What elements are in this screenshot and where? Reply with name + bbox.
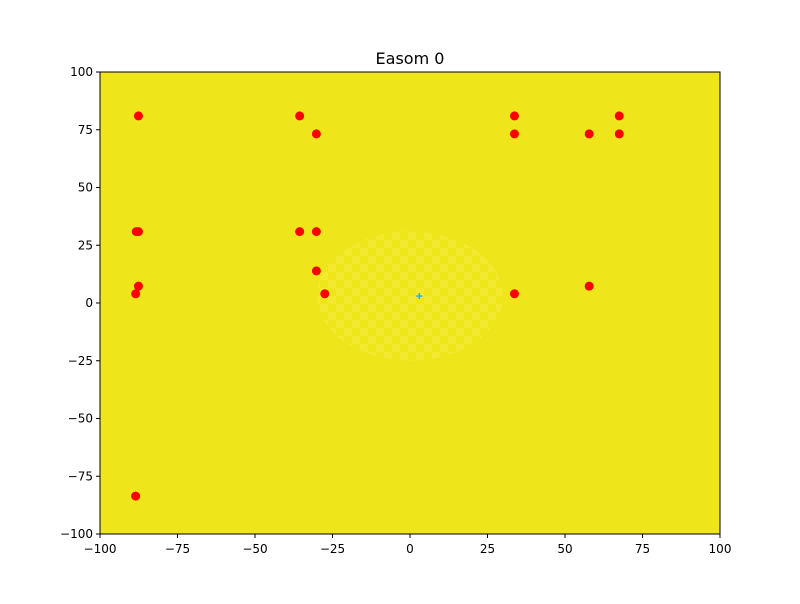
y-tick-label: −100 xyxy=(60,527,93,541)
data-point xyxy=(311,129,321,139)
data-point xyxy=(133,281,143,291)
data-point xyxy=(509,129,519,139)
data-point xyxy=(295,227,305,237)
data-point xyxy=(295,111,305,121)
data-point xyxy=(614,129,624,139)
data-point xyxy=(320,289,330,299)
ripple-region xyxy=(317,231,503,361)
data-point xyxy=(131,491,141,501)
x-tick-label: −75 xyxy=(165,542,190,556)
data-point xyxy=(311,266,321,276)
data-point xyxy=(509,289,519,299)
x-tick-label: 75 xyxy=(635,542,650,556)
x-axis: −100 −75 −50 −25 0 25 50 75 100 xyxy=(84,534,732,556)
data-point xyxy=(584,281,594,291)
data-point xyxy=(509,111,519,121)
y-tick-label: 100 xyxy=(70,65,93,79)
optimum-marker xyxy=(416,293,423,300)
data-point xyxy=(614,111,624,121)
x-tick-label: −50 xyxy=(242,542,267,556)
x-tick-label: −25 xyxy=(320,542,345,556)
y-axis: −100 −75 −50 −25 0 25 50 75 100 xyxy=(60,65,100,541)
y-tick-label: 25 xyxy=(78,238,93,252)
x-tick-label: 100 xyxy=(709,542,732,556)
x-tick-label: 25 xyxy=(480,542,495,556)
y-tick-label: −50 xyxy=(68,412,93,426)
y-tick-label: 50 xyxy=(78,181,93,195)
data-point xyxy=(311,227,321,237)
y-tick-label: 0 xyxy=(85,296,93,310)
x-tick-label: 0 xyxy=(406,542,414,556)
data-point xyxy=(133,111,143,121)
y-tick-label: −75 xyxy=(68,469,93,483)
data-point xyxy=(133,227,143,237)
y-tick-label: −25 xyxy=(68,354,93,368)
data-point xyxy=(131,289,141,299)
y-tick-label: 75 xyxy=(78,123,93,137)
data-point xyxy=(584,129,594,139)
chart-title: Easom 0 xyxy=(376,49,445,68)
x-tick-label: −100 xyxy=(84,542,117,556)
x-tick-label: 50 xyxy=(557,542,572,556)
